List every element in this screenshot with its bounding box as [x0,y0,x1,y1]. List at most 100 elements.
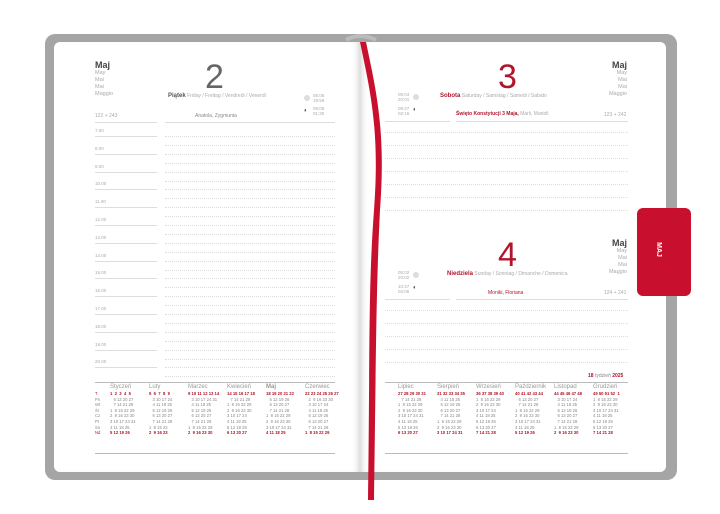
holiday-line: Święto Konstytucji 3 Maja, Marii, Mariol… [456,111,549,117]
note-line [165,189,335,191]
note-line [165,314,335,315]
weekday-label: So [95,424,101,430]
week-row: 7 14 21 28 [149,418,173,424]
week-row: 2 9 16 23 30 [188,430,213,436]
note-line [385,145,628,146]
week-row: 2 9 16 23 [149,430,168,436]
month-lang: Mai [618,262,627,268]
note-line [165,323,335,324]
week-row: 5 12 19 26 [515,430,535,436]
week-row: 7 14 21 28 [227,396,251,402]
day-name: Niedziela [447,271,474,277]
moonrise: 09:06 [313,106,325,111]
week-row: 7 14 21 28 [437,413,461,419]
hour-line [95,189,157,191]
week-row: 5 12 19 26 [593,418,613,424]
month-name: Lipiec [398,384,414,390]
month-name: Maj [611,60,627,70]
week-numbers: 1 2 3 4 5 [110,391,131,396]
day-langs: Friday / Freitag / Vendredi / Venerdì [187,93,267,99]
month-name: Listopad [554,384,577,390]
week-row: 6 13 20 27 [554,413,578,419]
week-row: 4 11 18 25 [437,396,460,402]
week-numbers: 31 32 33 34 35 [437,391,465,396]
note-line [165,198,335,200]
week-label: tydzień [594,373,611,379]
name-days: Marii, Marioli [520,111,549,117]
week-row: 5 12 19 26 [554,407,578,413]
week-row: 1 8 15 22 29 [188,424,213,430]
month-lang: Mai [95,77,104,83]
month-name: Kwiecień [227,384,252,390]
hour-label: 9.00 [95,163,104,169]
note-line [385,132,628,133]
week-numbers: 18 19 20 21 22 [266,391,294,396]
day-name-line: Piątek Friday / Freitag / Vendredi / Ven… [168,93,266,99]
week-row: 7 14 21 28 [554,418,578,424]
right-month-block: Maj May Mai Mai Maggio [600,238,627,276]
note-line [165,207,335,209]
week-row: 4 11 18 25 [554,402,577,408]
moon-icon: ◐ [304,108,308,114]
month-lang: Mai [618,77,627,83]
week-numbers: 49 50 51 52 1 [593,391,620,396]
mini-month: Styczeń 1 2 3 4 5 6 13 20 27 7 14 21 28 1 … [110,383,136,436]
day-count: 122 + 243 [95,113,118,119]
day-name: Sobota [440,93,461,99]
week-row: 2 9 16 23 30 [110,413,135,419]
week-row: 4 11 18 25 [110,424,130,430]
week-numbers: 40 41 42 43 44 [515,391,543,396]
month-lang: Maggio [608,269,627,275]
week-row: 3 10 17 24 31 [593,407,619,413]
week-row: 2 9 16 23 30 [515,413,540,419]
sun-times: 05:06 19:59 [313,93,324,103]
hour-line [95,260,157,262]
week-row: 7 14 21 28 [398,396,422,402]
ribbon-bookmark[interactable] [340,30,400,500]
month-tab-maj[interactable]: MAJ [637,208,691,296]
week-row: 5 12 19 26 [266,396,290,402]
divider [385,382,628,383]
week-row: 1 8 15 22 29 [437,418,462,424]
week-row: 4 11 18 25 [398,418,418,424]
divider [165,122,335,123]
day-number: 4 [498,236,517,274]
day-count: 124 + 241 [604,290,627,296]
week-row: 3 10 17 24 [554,396,578,402]
weekday-label: Cz [95,413,101,419]
note-line [165,225,335,226]
month-lang: Maggio [608,91,627,97]
week-row: 3 10 17 24 [149,396,173,402]
moon-times: 10:27 03:06 [398,284,409,294]
week-row: 5 12 19 26 [188,407,212,413]
divider [385,121,450,122]
moon-icon: ◐ [413,107,417,113]
week-numbers: 44 45 46 47 48 [554,391,582,396]
week-row: 3 10 17 24 31 [398,413,424,419]
week-row: 6 13 20 27 [149,413,173,419]
month-lang: Mai [618,84,627,90]
moonrise: 09:27 [398,106,410,111]
month-lang: Mai [95,84,104,90]
week-row: 2 9 16 23 30 [227,407,252,413]
note-line [165,287,335,289]
note-line [165,331,335,333]
hour-line [95,242,157,244]
week-row: 1 8 15 22 29 [110,407,135,413]
week-row: 2 9 16 23 30 [554,430,579,436]
hour-line [95,349,157,351]
week-row: 2 9 16 23 30 [398,407,423,413]
week-row: 6 13 20 27 [188,413,212,419]
hour-label: 11.00 [95,199,106,205]
week-row: 4 11 18 25 [515,424,535,430]
week-row: 6 13 20 27 [398,430,418,436]
week-row: 4 11 18 25 [593,413,613,419]
day-number: 2 [205,58,224,96]
note-line [165,162,335,164]
divider [385,453,628,454]
note-line [165,260,335,262]
week-row: 3 10 17 24 [227,413,247,419]
hour-line [95,367,157,369]
mini-month: Listopad 44 45 46 47 48 3 10 17 24 4 11 1… [554,383,582,436]
hour-line [95,153,157,155]
